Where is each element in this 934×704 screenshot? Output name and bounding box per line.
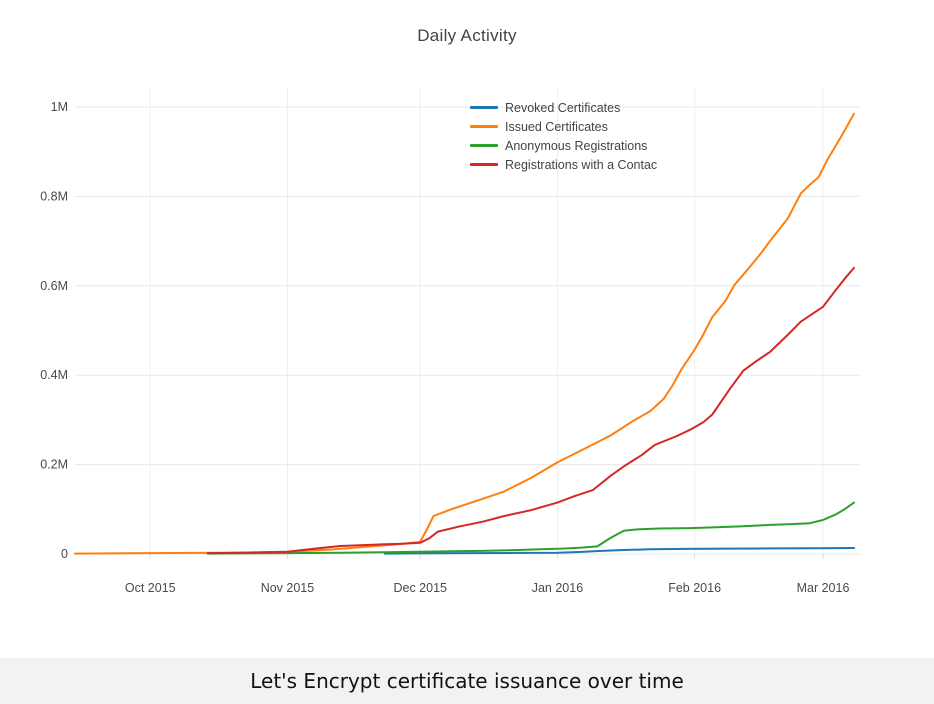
x-tick-label: Jan 2016 <box>532 581 583 595</box>
x-tick-label: Nov 2015 <box>261 581 315 595</box>
legend-swatch-icon <box>470 144 498 147</box>
chart-legend: Revoked Certificates Issued Certificates A… <box>470 98 670 174</box>
legend-item-issued-certificates[interactable]: Issued Certificates <box>470 117 670 136</box>
y-tick-label: 0.2M <box>40 458 68 472</box>
legend-item-anonymous-registrations[interactable]: Anonymous Registrations <box>470 136 670 155</box>
series-line-revoked-certificates <box>383 547 855 555</box>
y-tick-label: 0.8M <box>40 189 68 203</box>
legend-item-revoked-certificates[interactable]: Revoked Certificates <box>470 98 670 117</box>
caption-bar: Let's Encrypt certificate issuance over … <box>0 658 934 704</box>
series-line-registrations-with-a-contact <box>206 266 855 555</box>
daily-activity-chart: Oct 2015 Nov 2015 Dec 2015 Jan 2016 Feb 2016… <box>40 26 860 595</box>
legend-swatch-icon <box>470 163 498 166</box>
x-tick-label: Mar 2016 <box>797 581 850 595</box>
y-tick-label: 0 <box>61 547 68 561</box>
y-tick-label: 0.6M <box>40 279 68 293</box>
x-tick-label: Feb 2016 <box>668 581 721 595</box>
y-tick-label: 1M <box>51 100 68 114</box>
legend-swatch-icon <box>470 106 498 109</box>
series-line-anonymous-registrations <box>206 501 855 555</box>
legend-label: Registrations with a Contac <box>505 157 658 172</box>
chart-canvas: Oct 2015 Nov 2015 Dec 2015 Jan 2016 Feb 2016… <box>40 88 860 595</box>
legend-label: Revoked Certificates <box>505 100 621 115</box>
series-line-issued-certificates <box>74 112 855 555</box>
legend-label: Anonymous Registrations <box>505 138 648 153</box>
legend-label: Issued Certificates <box>505 119 608 134</box>
legend-swatch-icon <box>470 125 498 128</box>
x-tick-label: Dec 2015 <box>393 581 447 595</box>
x-tick-label: Oct 2015 <box>125 581 176 595</box>
chart-title: Daily Activity <box>417 26 517 45</box>
y-tick-label: 0.4M <box>40 368 68 382</box>
caption-text: Let's Encrypt certificate issuance over … <box>250 669 684 693</box>
legend-item-registrations-with-a-contac[interactable]: Registrations with a Contac <box>470 155 670 174</box>
